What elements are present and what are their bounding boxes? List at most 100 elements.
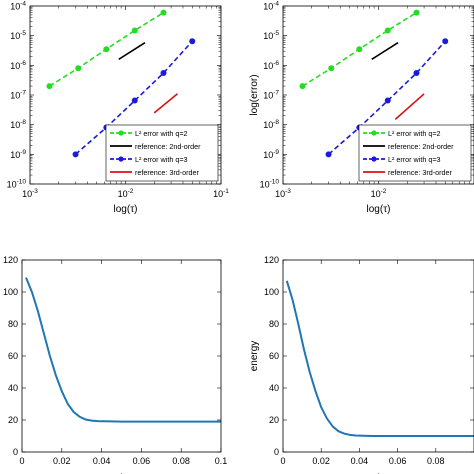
legend-marker bbox=[371, 156, 377, 162]
y-tick-label: 10-7 bbox=[263, 90, 279, 101]
axes-frame bbox=[29, 5, 222, 185]
data-point bbox=[413, 9, 420, 16]
y-tick-label: 10-10 bbox=[260, 179, 280, 190]
y-tick-label: 80 bbox=[8, 319, 18, 329]
y-axis-label: energy bbox=[249, 341, 260, 372]
axes-frame bbox=[21, 259, 222, 453]
series-group bbox=[285, 280, 474, 437]
legend-label: L² error with q=2 bbox=[135, 129, 188, 138]
data-point bbox=[131, 27, 138, 34]
x-tick-label: 0.02 bbox=[53, 456, 71, 466]
y-tick-label: 0 bbox=[274, 447, 279, 457]
series-group bbox=[299, 9, 449, 158]
x-tick-label: 0 bbox=[19, 456, 24, 466]
data-point bbox=[384, 97, 391, 104]
legend-label: reference: 2nd-order bbox=[135, 142, 201, 151]
x-tick-label: 0.08 bbox=[427, 456, 445, 466]
data-point bbox=[325, 151, 332, 158]
series-line bbox=[371, 42, 399, 60]
x-tick-label: 0.1 bbox=[215, 456, 228, 466]
panel-convergence-left: 10-3 10-2 10-1 10-10 10-9 10-8 10-7 10-6 10-5 10-… bbox=[7, 1, 230, 216]
x-tick-label: 0.04 bbox=[93, 456, 111, 466]
y-tick-label: 60 bbox=[269, 351, 279, 361]
y-tick-label: 20 bbox=[269, 415, 279, 425]
x-tick-label: 0 bbox=[280, 456, 285, 466]
y-tick-label: 10-9 bbox=[10, 149, 26, 160]
y-tick-label: 10-5 bbox=[10, 30, 26, 41]
axes-frame bbox=[282, 259, 474, 453]
series-line bbox=[118, 42, 146, 60]
plot-area bbox=[22, 260, 221, 452]
data-point bbox=[160, 70, 167, 77]
series-line bbox=[153, 93, 179, 114]
x-tick-label: 0.04 bbox=[351, 456, 369, 466]
y-tick-label: 120 bbox=[264, 255, 279, 265]
series-line bbox=[25, 277, 221, 423]
data-point bbox=[356, 46, 363, 53]
plot-area bbox=[283, 260, 474, 452]
data-point bbox=[299, 83, 306, 90]
legend-label: reference: 3rd-order bbox=[388, 168, 453, 177]
y-tick-label: 40 bbox=[8, 383, 18, 393]
data-point bbox=[72, 151, 79, 158]
data-point bbox=[413, 70, 420, 77]
series-group bbox=[25, 277, 221, 423]
x-tick-label: 0.08 bbox=[172, 456, 190, 466]
data-point bbox=[189, 38, 196, 45]
y-tick-label: 10-7 bbox=[10, 90, 26, 101]
y-tick-label: 100 bbox=[3, 287, 18, 297]
x-tick-label: 10-1 bbox=[213, 188, 229, 199]
x-axis-label: t bbox=[120, 472, 123, 474]
panel-convergence-right: 10-3 10-2 10-10 10-9 10-8 10-7 10-6 10-5 10-4 log… bbox=[249, 1, 474, 215]
data-point bbox=[328, 65, 335, 72]
y-tick-label: 40 bbox=[269, 383, 279, 393]
x-axis-label: t bbox=[377, 472, 380, 474]
legend-label: reference: 3rd-order bbox=[135, 168, 200, 177]
y-tick-label: 120 bbox=[3, 255, 18, 265]
data-point bbox=[442, 38, 449, 45]
legend-marker bbox=[371, 130, 377, 136]
x-tick-label: 0.02 bbox=[312, 456, 330, 466]
x-axis-label: log(τ) bbox=[114, 204, 138, 215]
x-tick-label: 10-3 bbox=[275, 188, 291, 199]
y-tick-label: 10-9 bbox=[263, 149, 279, 160]
legend-label: L² error with q=3 bbox=[135, 155, 188, 164]
x-tick-label: 10-3 bbox=[22, 188, 38, 199]
data-point bbox=[131, 97, 138, 104]
y-tick-label: 10-8 bbox=[263, 119, 279, 130]
data-point bbox=[103, 46, 110, 53]
y-tick-label: 10-4 bbox=[10, 1, 26, 12]
y-tick-label: 10-6 bbox=[263, 60, 279, 71]
series-line bbox=[285, 280, 474, 437]
legend-label: L² error with q=2 bbox=[388, 129, 441, 138]
panel-energy-right: 0 0.02 0.04 0.06 0.08 0 20 40 60 80 100 120 t energy bbox=[249, 255, 474, 474]
y-tick-label: 10-10 bbox=[7, 179, 27, 190]
y-axis-label: log(error) bbox=[249, 74, 260, 115]
axes-frame bbox=[282, 5, 474, 185]
x-tick-label: 0.06 bbox=[133, 456, 151, 466]
series-line bbox=[75, 40, 193, 155]
legend-marker bbox=[118, 130, 124, 136]
series-line bbox=[328, 40, 446, 155]
panel-energy-left: 0 0.02 0.04 0.06 0.08 0.1 0 20 40 60 80 100 120 t bbox=[3, 255, 227, 474]
legend: L² error with q=2 reference: 2nd-order L² … bbox=[105, 124, 219, 182]
data-point bbox=[75, 65, 82, 72]
y-tick-label: 10-6 bbox=[10, 60, 26, 71]
legend-marker bbox=[118, 156, 124, 162]
legend: L² error with q=2 reference: 2nd-order L² … bbox=[358, 124, 472, 182]
y-tick-label: 10-8 bbox=[10, 119, 26, 130]
data-point bbox=[160, 9, 167, 16]
x-tick-label: 10-2 bbox=[371, 188, 387, 199]
y-tick-label: 80 bbox=[269, 319, 279, 329]
data-point bbox=[46, 83, 53, 90]
x-tick-label: 10-2 bbox=[118, 188, 134, 199]
y-tick-label: 20 bbox=[8, 415, 18, 425]
y-tick-label: 60 bbox=[8, 351, 18, 361]
y-tick-label: 0 bbox=[13, 447, 18, 457]
legend-label: reference: 2nd-order bbox=[388, 142, 454, 151]
x-axis-label: log(τ) bbox=[367, 204, 391, 215]
x-tick-label: 0.06 bbox=[389, 456, 407, 466]
data-point bbox=[384, 27, 391, 34]
y-tick-label: 10-4 bbox=[263, 1, 279, 12]
